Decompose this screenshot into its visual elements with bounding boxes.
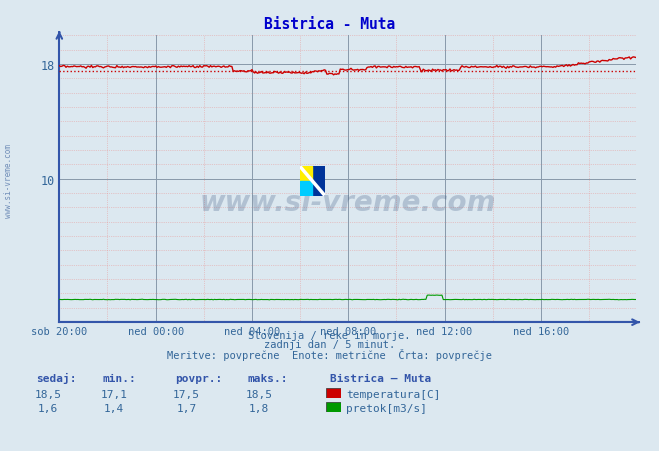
Text: 17,1: 17,1 bbox=[101, 389, 127, 399]
Text: min.:: min.: bbox=[102, 373, 136, 383]
Text: www.si-vreme.com: www.si-vreme.com bbox=[200, 188, 496, 216]
Text: Slovenija / reke in morje.: Slovenija / reke in morje. bbox=[248, 330, 411, 340]
Text: Bistrica - Muta: Bistrica - Muta bbox=[264, 17, 395, 32]
Text: sedaj:: sedaj: bbox=[36, 372, 76, 383]
Text: 17,5: 17,5 bbox=[173, 389, 200, 399]
Polygon shape bbox=[312, 167, 325, 196]
Text: povpr.:: povpr.: bbox=[175, 373, 222, 383]
Text: zadnji dan / 5 minut.: zadnji dan / 5 minut. bbox=[264, 339, 395, 349]
FancyBboxPatch shape bbox=[326, 388, 341, 398]
Text: 1,4: 1,4 bbox=[104, 403, 124, 413]
Text: 1,8: 1,8 bbox=[249, 403, 269, 413]
Text: 1,6: 1,6 bbox=[38, 403, 58, 413]
Polygon shape bbox=[300, 182, 312, 196]
Text: Meritve: povprečne  Enote: metrične  Črta: povprečje: Meritve: povprečne Enote: metrične Črta:… bbox=[167, 348, 492, 360]
Text: temperatura[C]: temperatura[C] bbox=[346, 389, 440, 399]
FancyBboxPatch shape bbox=[326, 402, 341, 412]
Text: maks.:: maks.: bbox=[247, 373, 287, 383]
Text: pretok[m3/s]: pretok[m3/s] bbox=[346, 403, 427, 413]
Polygon shape bbox=[300, 167, 312, 182]
Text: www.si-vreme.com: www.si-vreme.com bbox=[4, 143, 13, 217]
Text: 18,5: 18,5 bbox=[35, 389, 61, 399]
Text: 18,5: 18,5 bbox=[246, 389, 272, 399]
Text: 1,7: 1,7 bbox=[177, 403, 196, 413]
Text: Bistrica – Muta: Bistrica – Muta bbox=[330, 373, 431, 383]
